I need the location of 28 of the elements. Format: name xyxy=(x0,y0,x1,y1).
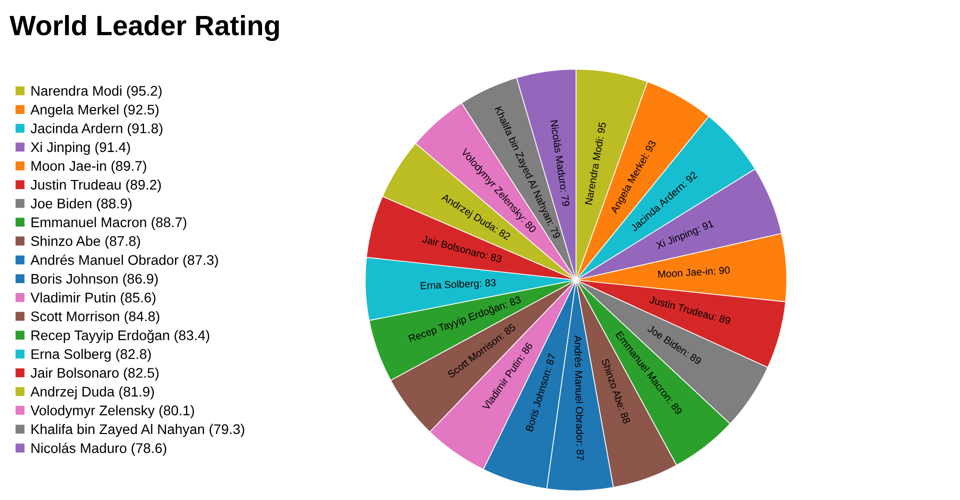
data-label: Shinzo Abe: 88 xyxy=(601,358,631,424)
legend-label: Scott Morrison (84.8) xyxy=(31,311,160,324)
legend-label: Andrzej Duda (81.9) xyxy=(30,386,154,400)
data-label: Erna Solberg: 83 xyxy=(420,278,496,292)
legend-label: Recep Tayyip Erdoğan (83.4) xyxy=(32,330,210,343)
legend-label: Vladimir Putin (85.6) xyxy=(30,292,156,306)
legend-label: Andrés Manuel Obrador (87.3) xyxy=(30,254,218,268)
legend-label: Angela Merkel (92.5) xyxy=(30,104,158,118)
chart-title: World Leader Rating xyxy=(10,15,279,42)
legend-label: Shinzo Abe (87.8) xyxy=(31,236,140,249)
data-label: Andrés Manuel Obrador: 87 xyxy=(574,335,584,460)
legend-label: Volodymyr Zelensky (80.1) xyxy=(30,405,194,418)
legend-label: Erna Solberg (82.8) xyxy=(32,348,151,362)
data-label: Moon Jae-in: 90 xyxy=(658,266,730,278)
legend-label: Nicolás Maduro (78.6) xyxy=(32,442,166,456)
data-label: Narendra Modi: 95 xyxy=(584,122,606,205)
legend-label: Boris Johnson (86.9) xyxy=(32,274,158,286)
data-label: Justin Trudeau: 89 xyxy=(649,296,731,324)
legend-label: Jacinda Ardern (91.8) xyxy=(30,123,162,136)
legend-label: Narendra Modi (95.2) xyxy=(32,86,162,98)
legend-label: Khalifa bin Zayed Al Nahyan (79.3) xyxy=(32,424,244,437)
legend-label: Jair Bolsonaro (82.5) xyxy=(30,368,158,381)
data-label: Nicolás Maduro: 79 xyxy=(550,120,570,206)
legend-label: Emmanuel Macron (88.7) xyxy=(32,217,186,230)
legend-label: Joe Biden (88.9) xyxy=(30,198,132,212)
legend-label: Moon Jae-in (89.7) xyxy=(32,160,146,174)
legend-label: Xi Jinping (91.4) xyxy=(30,142,130,155)
legend-label: Justin Trudeau (89.2) xyxy=(30,179,161,192)
